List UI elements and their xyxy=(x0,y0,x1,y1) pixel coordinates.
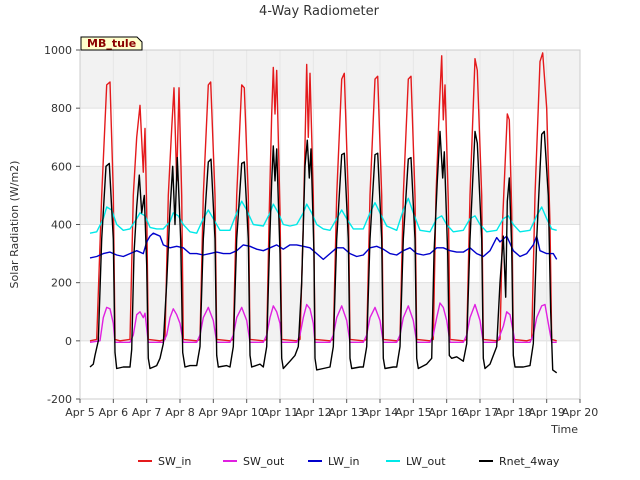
legend-label: SW_in xyxy=(158,455,191,468)
legend-label: LW_in xyxy=(328,455,360,468)
x-tick-label: Apr 13 xyxy=(328,406,365,419)
x-tick-label: Apr 20 xyxy=(562,406,599,419)
y-tick-label: 1000 xyxy=(44,44,72,57)
y-tick-label: 400 xyxy=(51,219,72,232)
series-line-rnet-4way xyxy=(89,130,558,374)
x-tick-label: Apr 15 xyxy=(395,406,432,419)
series-lines xyxy=(89,52,558,374)
x-tick-label: Apr 6 xyxy=(99,406,129,419)
x-tick-label: Apr 8 xyxy=(165,406,195,419)
x-tick-label: Apr 11 xyxy=(262,406,299,419)
y-tick-label: 600 xyxy=(51,160,72,173)
legend: SW_in SW_out LW_in LW_out Rnet_4way xyxy=(138,455,560,468)
background-band xyxy=(80,166,580,225)
y-tick-label: 0 xyxy=(65,335,72,348)
x-tick-label: Apr 18 xyxy=(495,406,532,419)
series-line-lw-in xyxy=(89,232,558,261)
y-tick-label: 200 xyxy=(51,277,72,290)
site-label-box: MB_tule xyxy=(80,36,143,51)
x-tick-label: Apr 10 xyxy=(228,406,265,419)
y-tick-label: -200 xyxy=(47,393,72,406)
x-tick-label: Apr 12 xyxy=(295,406,332,419)
x-tick-label: Apr 9 xyxy=(199,406,229,419)
x-tick-label: Apr 14 xyxy=(362,406,399,419)
legend-label: Rnet_4way xyxy=(499,455,560,468)
background-band xyxy=(80,108,580,167)
y-tick-label: 800 xyxy=(51,102,72,115)
x-tick-label: Apr 17 xyxy=(462,406,499,419)
site-label: MB_tule xyxy=(87,37,136,50)
background-bands xyxy=(80,50,580,399)
x-tick-label: Apr 19 xyxy=(528,406,565,419)
series-line-lw-out xyxy=(89,197,557,234)
background-band xyxy=(80,340,580,399)
x-tick-label: Apr 7 xyxy=(132,406,162,419)
y-axis-title: Solar Radiation (W/m2) xyxy=(8,161,21,289)
x-tick-label: Apr 5 xyxy=(65,406,95,419)
legend-label: SW_out xyxy=(243,455,285,468)
site-label-background xyxy=(80,36,143,51)
background-band xyxy=(80,50,580,109)
chart-title: 4-Way Radiometer xyxy=(259,4,380,19)
x-tick-label: Apr 16 xyxy=(428,406,465,419)
x-axis-title: Time xyxy=(550,423,578,436)
legend-label: LW_out xyxy=(406,455,446,468)
